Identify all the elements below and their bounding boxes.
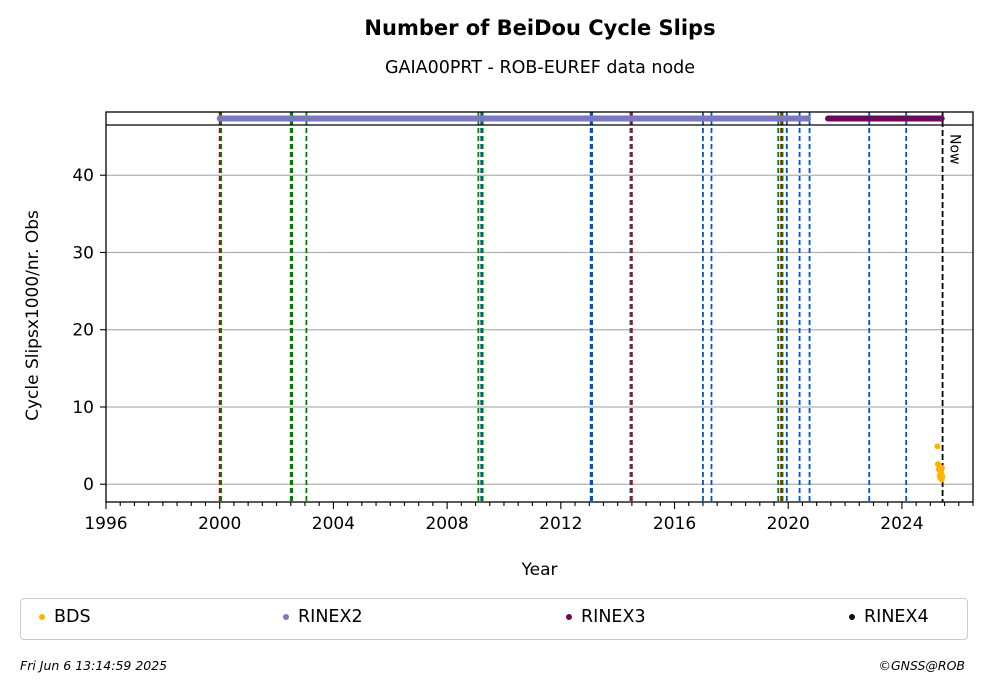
x-tick-label: 2012: [539, 514, 582, 534]
chart-canvas: Now 1996 2000 2004 2008 2012 2016 2020 2024 0 10 20…: [23, 111, 974, 580]
x-tick-label: 2020: [767, 514, 810, 534]
legend-item-bds: BDS: [39, 607, 91, 627]
now-label: Now: [947, 134, 963, 165]
y-axis-label: Cycle Slipsx1000/nr. Obs: [23, 210, 43, 421]
data-point-bds: [934, 443, 941, 450]
plot-frame: [105, 111, 974, 503]
x-tick-label: 2004: [312, 514, 355, 534]
x-tick-label: 2024: [880, 514, 923, 534]
legend-marker-rinex2: [283, 614, 289, 620]
chart-title: Number of BeiDou Cycle Slips: [364, 16, 716, 40]
legend: BDS RINEX2 RINEX3 RINEX4: [20, 598, 968, 640]
legend-label-bds: BDS: [54, 607, 91, 627]
data-point-bds: [939, 473, 946, 480]
x-axis-label: Year: [521, 560, 558, 580]
chart-subtitle: GAIA00PRT - ROB-EUREF data node: [384, 58, 696, 78]
legend-label-rinex2: RINEX2: [298, 607, 363, 627]
x-tick-label: 1996: [84, 514, 127, 534]
legend-marker-bds: [39, 614, 45, 620]
x-tick-label: 2008: [425, 514, 468, 534]
legend-item-rinex3: RINEX3: [566, 607, 646, 627]
y-tick-label: 20: [72, 321, 94, 341]
data-point-bds: [939, 465, 946, 472]
legend-item-rinex4: RINEX4: [849, 607, 929, 627]
y-tick-label: 30: [72, 243, 94, 263]
legend-label-rinex4: RINEX4: [864, 607, 929, 627]
y-tick-label: 0: [83, 475, 94, 495]
x-tick-label: 2000: [198, 514, 241, 534]
footer-timestamp: Fri Jun 6 13:14:59 2025: [20, 658, 168, 673]
y-tick-label: 40: [72, 166, 94, 186]
legend-marker-rinex4: [849, 614, 855, 620]
legend-label-rinex3: RINEX3: [581, 607, 646, 627]
footer-credit: ©GNSS@ROB: [878, 658, 965, 673]
legend-marker-rinex3: [566, 614, 572, 620]
x-tick-label: 2016: [653, 514, 696, 534]
y-tick-label: 10: [72, 398, 94, 418]
legend-item-rinex2: RINEX2: [283, 607, 363, 627]
